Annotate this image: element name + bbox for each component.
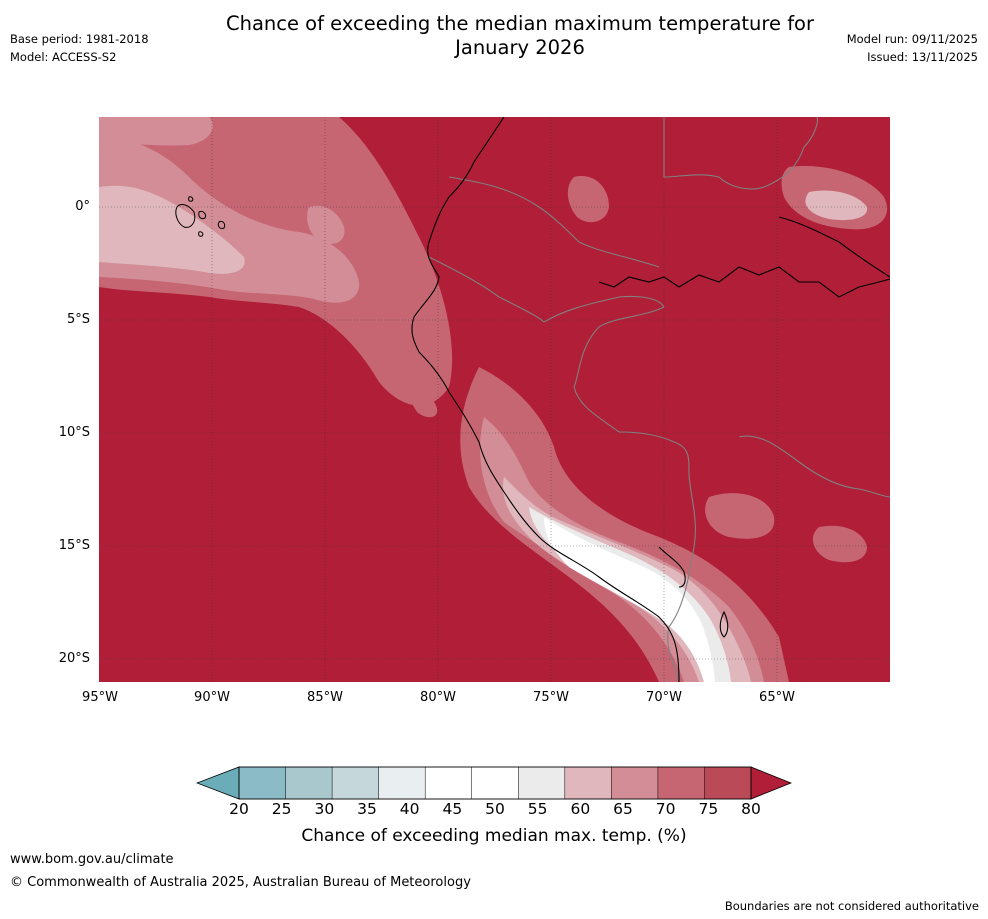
colorbar-cell [564,766,612,800]
colorbar-cell [378,766,426,800]
title-line-2: January 2026 [455,36,585,59]
colorbar-tick-label: 75 [698,800,719,818]
colorbar-cell [285,766,333,800]
lon-label-95w: 95°W [82,690,118,705]
colorbar-cell [331,766,380,800]
gulf-guayaquil-65 [307,205,345,244]
amazon-patch-mid [567,176,609,223]
model-run-text: Model run: 09/11/2025 [846,32,978,46]
colorbar-cell [704,766,752,800]
bolivia-patch [705,493,775,539]
colorbar-outline [238,766,752,800]
map-svg [99,117,890,682]
title-line-1: Chance of exceeding the median maximum t… [225,12,815,35]
north-pacific-65 [99,117,213,146]
colorbar-cell [657,766,706,800]
country-borders [428,117,890,682]
amazon-patch-60 [805,190,868,221]
colorbar-tick-label: 20 [229,800,249,818]
colorbar-cell [471,766,519,800]
colorbar-tick-label: 50 [485,800,505,818]
footer-url[interactable]: www.bom.gov.au/climate [10,852,174,867]
pacific-plume-60 [99,185,245,274]
meta-left: Base period: 1981-2018 Model: ACCESS-S2 [10,30,149,66]
lon-label-75w: 75°W [533,690,569,705]
colorbar-low-extend-arrow [196,766,240,800]
colorbar-label: Chance of exceeding median max. temp. (%… [301,826,687,846]
colorbar-tick-label: 55 [527,800,548,818]
colorbar-cell [238,766,287,800]
colorbar-tick-label: 35 [357,800,377,818]
lon-label-65w: 65°W [759,690,795,705]
meta-right: Model run: 09/11/2025 Issued: 13/11/2025 [847,30,978,66]
colorbar-tick-label: 80 [741,800,761,818]
lon-label-80w: 80°W [420,690,456,705]
graticule [99,117,890,682]
lon-label-70w: 70°W [646,690,682,705]
lat-label-10s: 10°S [58,425,90,440]
footer-copyright: © Commonwealth of Australia 2025, Austra… [10,875,471,890]
colorbar-tick-label: 30 [314,800,335,818]
colorbar-tick-label: 45 [442,800,463,818]
coastal-north-70 [389,257,444,418]
coastlines [411,117,890,682]
galapagos-islands [175,196,226,237]
colorbar-tick-label: 40 [399,800,420,818]
lat-label-20s: 20°S [58,651,90,666]
footer-disclaimer: Boundaries are not considered authoritat… [724,899,979,913]
colorbar-high-extend-arrow [750,766,792,800]
colorbar-tick-label: 65 [613,800,633,818]
lon-label-90w: 90°W [194,690,230,705]
colorbar-cell [611,766,659,800]
forecast-map [99,117,890,682]
colorbar-cells [238,766,752,800]
lon-label-85w: 85°W [307,690,343,705]
colorbar-tick-label: 25 [271,800,292,818]
issued-text: Issued: 13/11/2025 [867,50,978,64]
lat-label-0: 0° [75,199,90,214]
colorbar-cell [424,766,473,800]
colorbar-tick-label: 70 [655,800,676,818]
colorbar-tick-label: 60 [570,800,591,818]
colorbar [196,766,792,800]
east-patch [812,525,867,563]
lat-label-5s: 5°S [66,312,90,327]
andes-band-50 [544,517,715,682]
lat-label-15s: 15°S [58,538,90,553]
base-period-text: Base period: 1981-2018 [10,32,149,46]
model-text: Model: ACCESS-S2 [10,50,117,64]
colorbar-cell [518,766,566,800]
chart-title: Chance of exceeding the median maximum t… [150,12,890,60]
